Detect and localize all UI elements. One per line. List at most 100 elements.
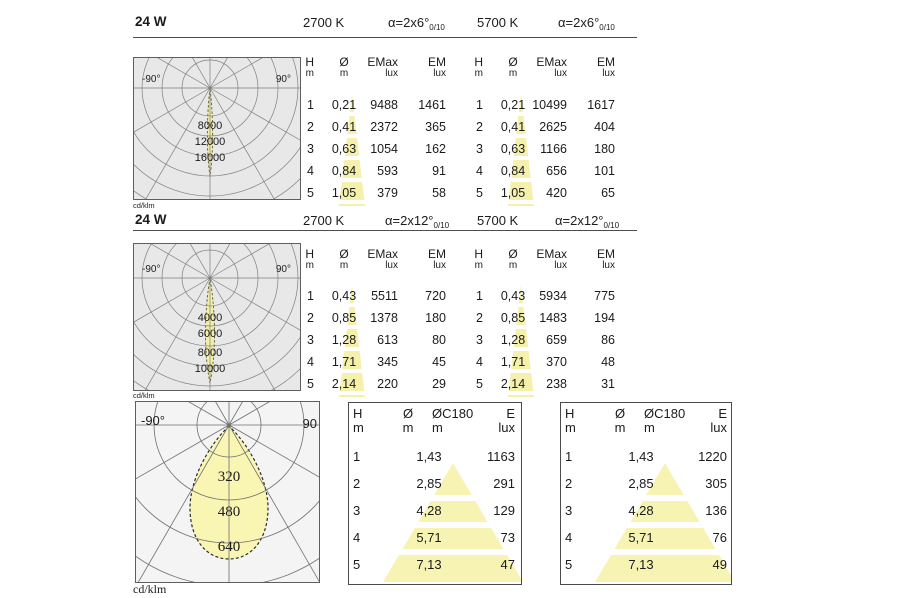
col-header-diameter: Ø: [339, 55, 349, 69]
col-header-h: H: [474, 247, 483, 261]
angle-label-right: 90°: [275, 264, 291, 275]
ring-label: 480: [217, 504, 241, 520]
cone-table-2700k: H Ø ØC180 E m m m lux 1 1,43 1163 2 2,85…: [348, 402, 522, 585]
cell-diameter: 7,13: [416, 557, 442, 572]
table-row: 5 2,14 238 31: [469, 377, 617, 399]
section1-cct-left: 2700 K: [303, 15, 345, 30]
col-unit: m: [402, 420, 414, 435]
cell-diameter: 1,71: [331, 355, 357, 369]
col-unit: m: [644, 420, 655, 435]
diagram-unit-label: cd/klm: [133, 201, 155, 210]
cell-diameter: 1,28: [331, 333, 357, 347]
alpha-subscript: 0/10: [603, 221, 620, 230]
cell-h: 4: [307, 355, 314, 369]
section1-cct-right: 5700 K: [477, 15, 519, 30]
angle-label-left: -90°: [142, 74, 161, 85]
cell-diameter: 1,05: [331, 186, 357, 200]
cell-emax: 593: [377, 164, 398, 178]
col-unit: lux: [710, 420, 727, 435]
table-row: 1 1,43 1220: [561, 449, 731, 476]
cell-diameter: 1,71: [500, 355, 526, 369]
table-row: 3 1,28 659 86: [469, 333, 617, 355]
col-unit: m: [339, 68, 349, 79]
section1-alpha-right: α=2x6°0/10: [558, 15, 615, 32]
section2-alpha-left: α=2x12°0/10: [385, 213, 450, 230]
cell-h: 2: [353, 476, 361, 491]
cell-emax: 5511: [371, 289, 398, 303]
cell-diameter: 0,63: [500, 142, 526, 156]
cell-diameter: 5,71: [628, 530, 654, 545]
cell-diameter: 0,21: [500, 98, 526, 112]
col-header-emax: EMax: [367, 247, 398, 261]
cell-emax: 1378: [370, 311, 398, 325]
cell-emax: 2372: [370, 120, 398, 134]
cell-emax: 420: [546, 186, 567, 200]
col-unit: m: [614, 420, 626, 435]
cell-em: 65: [601, 186, 615, 200]
cell-diameter: 0,84: [500, 164, 526, 178]
polar-gridlines: [134, 58, 300, 199]
cell-h: 3: [476, 142, 483, 156]
cell-em: 45: [432, 355, 446, 369]
cell-h: 2: [307, 120, 314, 134]
cell-h: 4: [307, 164, 314, 178]
cell-h: 3: [565, 503, 573, 518]
cell-em: 1461: [418, 98, 446, 112]
col-header-h: H: [305, 55, 314, 69]
table-row: 5 2,14 220 29: [300, 377, 448, 399]
cone-table-5700k: H Ø ØC180 E m m m lux 1 1,43 1220 2 2,85…: [560, 402, 732, 585]
cell-emax: 370: [546, 355, 567, 369]
table-row: 4 1,71 345 45: [300, 355, 448, 377]
cell-h: 4: [565, 530, 573, 545]
cell-diameter: 0,21: [331, 98, 357, 112]
col-unit: m: [353, 420, 364, 435]
cell-emax: 613: [377, 333, 398, 347]
table-row: 5 7,13 47: [349, 557, 521, 584]
cell-h: 3: [307, 333, 314, 347]
cell-h: 2: [476, 120, 483, 134]
cell-h: 5: [476, 377, 483, 391]
cell-diameter: 0,43: [500, 289, 526, 303]
col-unit: lux: [554, 260, 567, 271]
ring-label: 12000: [194, 136, 226, 148]
cell-e: 291: [493, 476, 515, 491]
cell-emax: 9488: [370, 98, 398, 112]
cell-em: 194: [594, 311, 615, 325]
cell-h: 4: [476, 355, 483, 369]
section1-power: 24 W: [135, 14, 167, 29]
cell-diameter: 0,63: [331, 142, 357, 156]
table-row: 4 1,71 370 48: [469, 355, 617, 377]
cell-h: 1: [565, 449, 573, 464]
cell-em: 86: [601, 333, 615, 347]
cell-emax: 659: [546, 333, 567, 347]
section1-divider: [133, 37, 637, 38]
table-2700k-12deg: 1 0,43 5511 720 2 0,85 1378 180 3 1,28 6…: [300, 289, 448, 399]
table-row: 1 0,21 10499 1617: [469, 98, 617, 120]
cone-table-rows: 1 1,43 1163 2 2,85 291 3 4,28 129 4: [349, 449, 521, 584]
cell-em: 101: [594, 164, 615, 178]
ring-label: 640: [217, 539, 241, 555]
cell-h: 3: [307, 142, 314, 156]
cell-diameter: 2,85: [416, 476, 442, 491]
col-header-em: EM: [597, 55, 615, 69]
polar-diagram-wide: -90° 90 320 480 640: [135, 401, 320, 583]
col-header-e: E: [506, 406, 515, 421]
cell-em: 80: [432, 333, 446, 347]
table-row: 1 1,43 1163: [349, 449, 521, 476]
col-header-h: H: [305, 247, 314, 261]
cell-diameter: 2,14: [331, 377, 357, 391]
cell-h: 2: [476, 311, 483, 325]
section2-divider: [133, 230, 637, 231]
cell-diameter: 1,28: [500, 333, 526, 347]
table-row: 3 0,63 1166 180: [469, 142, 617, 164]
cell-em: 162: [425, 142, 446, 156]
col-unit: m: [474, 260, 483, 271]
ring-label: 4000: [197, 312, 223, 324]
angle-label-right: 90: [302, 416, 317, 431]
col-unit: lux: [385, 260, 398, 271]
table-row: 5 1,05 379 58: [300, 186, 448, 208]
table-2700k-6deg: 1 0,21 9488 1461 2 0,41 2372 365 3 0,63 …: [300, 98, 448, 208]
table-5700k-12deg: 1 0,43 5934 775 2 0,85 1483 194 3 1,28 6…: [469, 289, 617, 399]
cell-diameter: 4,28: [416, 503, 442, 518]
polar-diagram-12deg: -90° 90° 4000 6000 8000 10000: [133, 243, 301, 391]
